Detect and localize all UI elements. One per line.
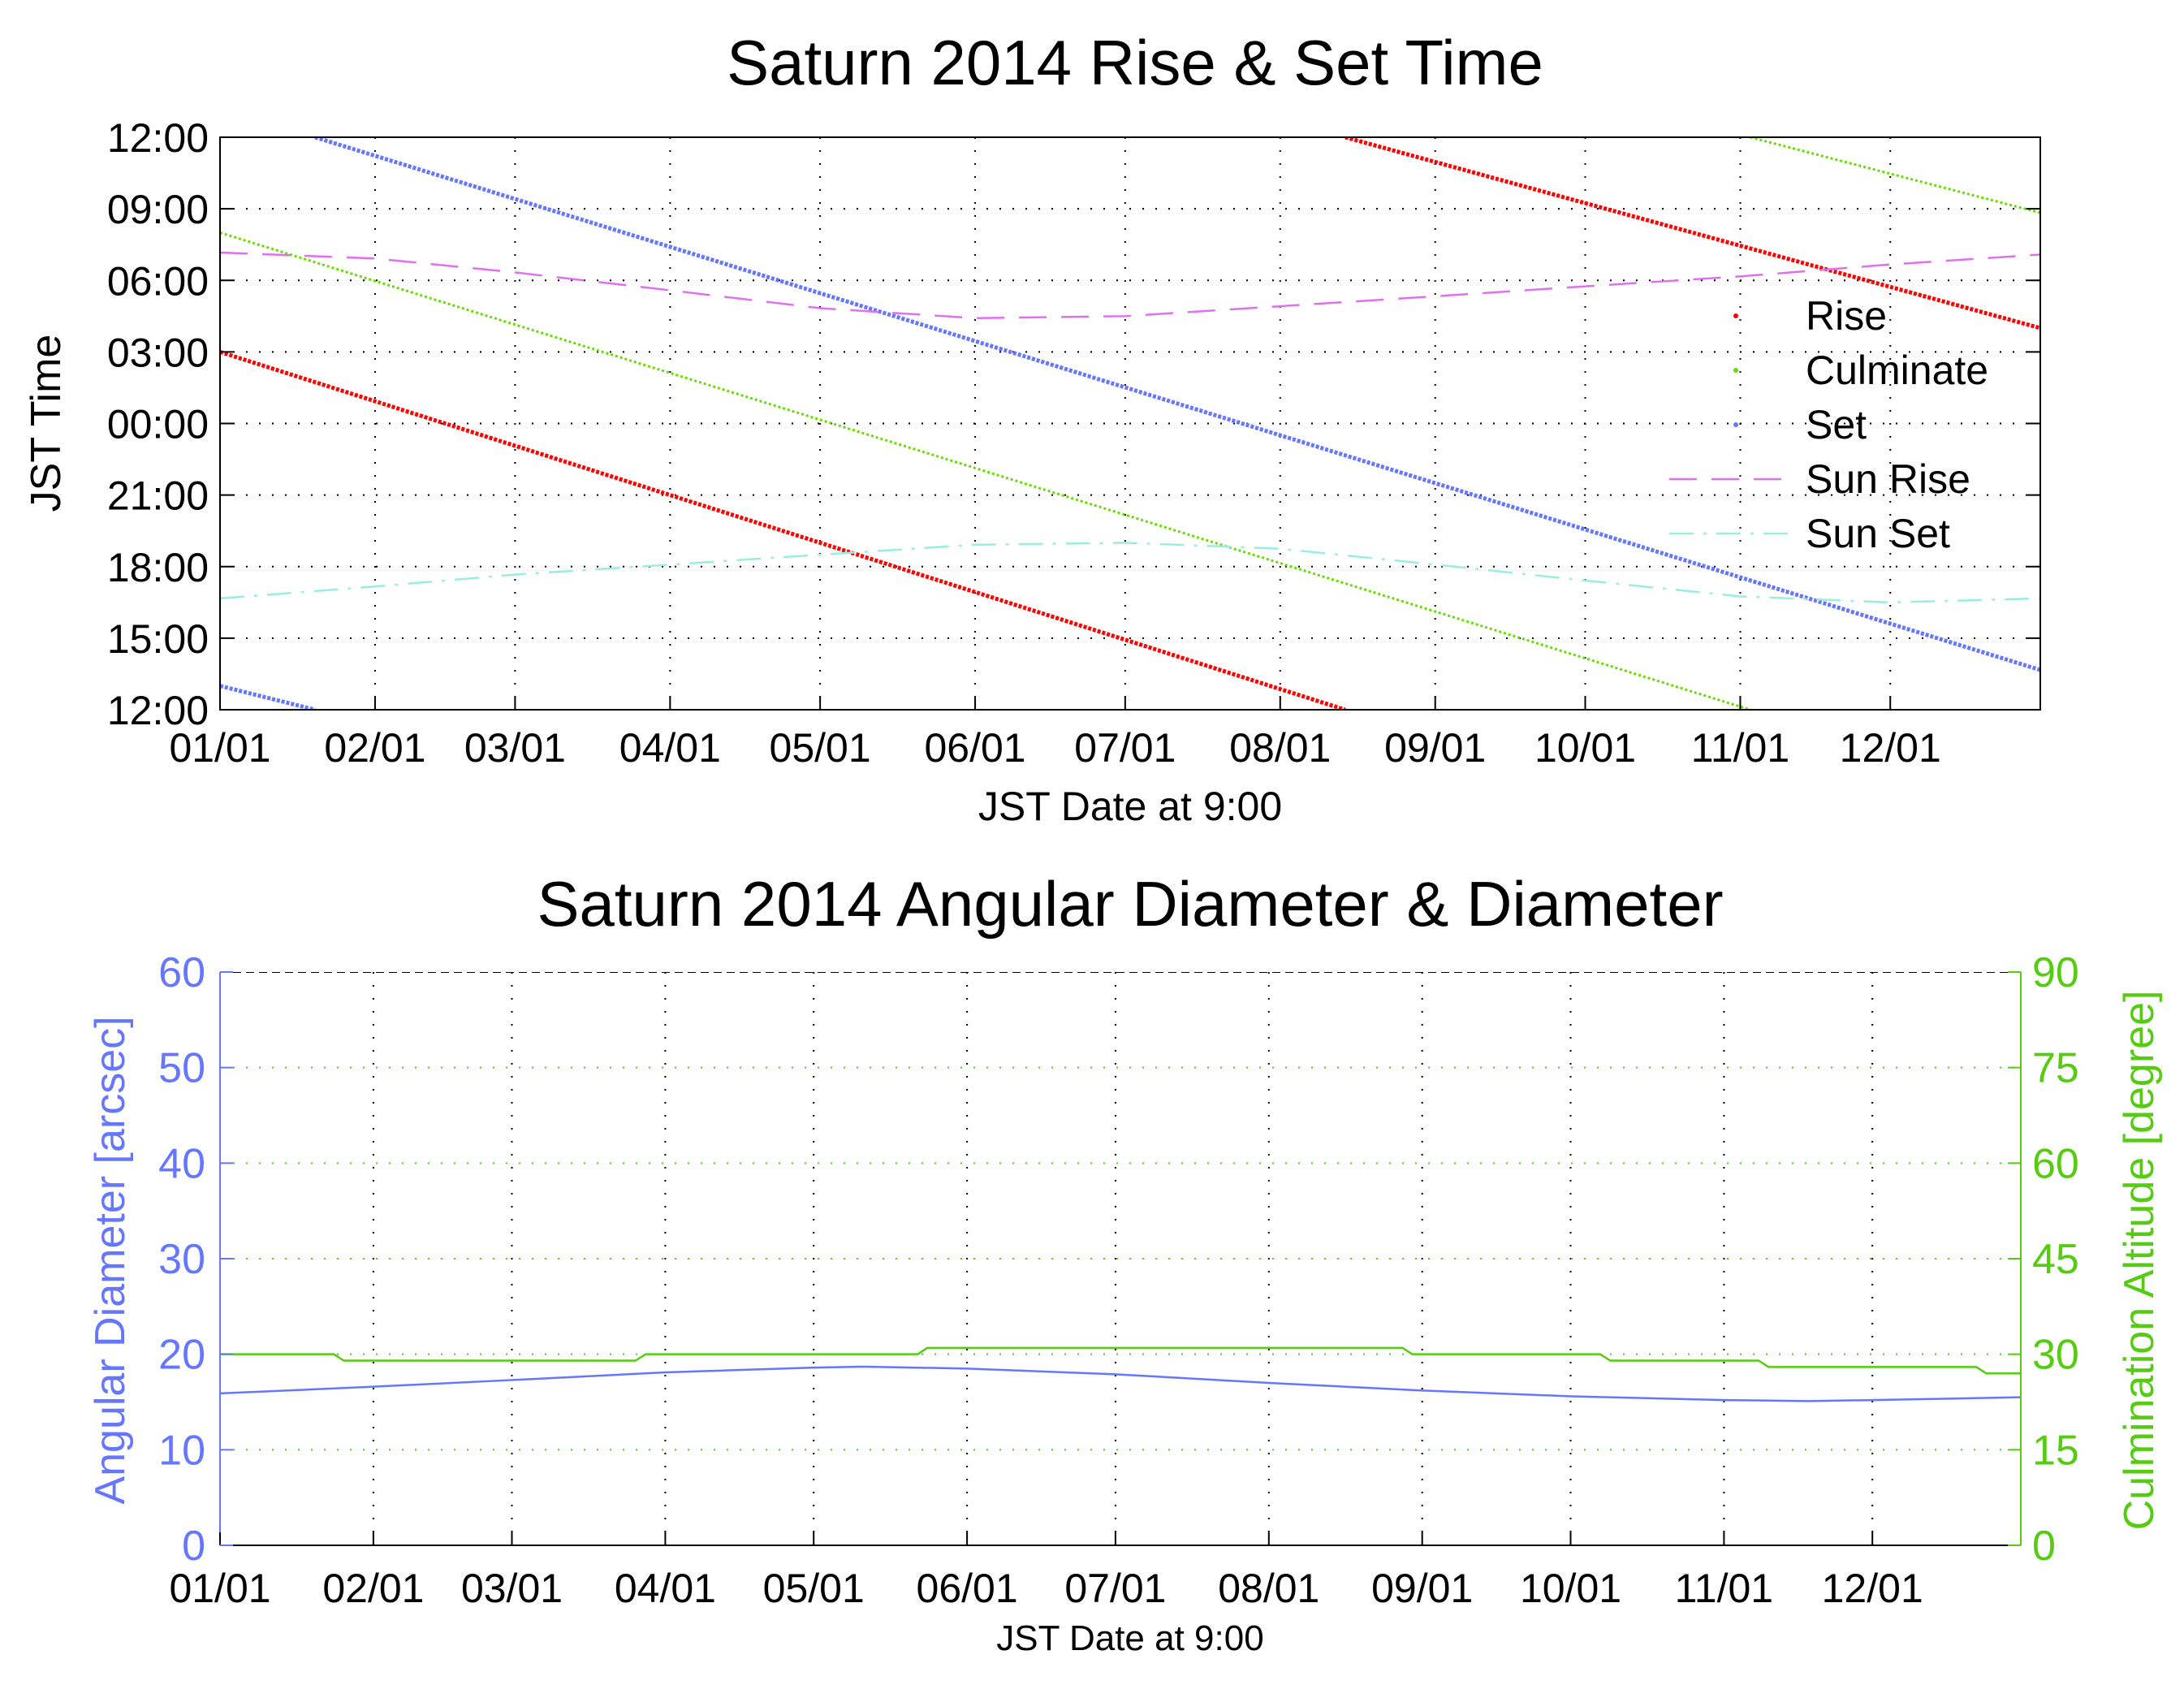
- series-line: [220, 251, 2040, 320]
- y-tick-label: 00:00: [107, 402, 209, 447]
- y-tick-label: 03:00: [107, 330, 209, 375]
- y-tick-label: 50: [158, 1045, 205, 1092]
- series-culmination-altitude: [220, 1346, 2021, 1375]
- y-tick-label: 06:00: [107, 258, 209, 304]
- x-tick-label: 11/01: [1691, 725, 1789, 771]
- y-tick-label: 21:00: [107, 473, 209, 519]
- legend: Rise Culminate Set Sun Rise Sun Set: [1669, 293, 1988, 556]
- x-tick-label: 12/01: [1840, 725, 1941, 771]
- series-set: [220, 137, 2040, 710]
- y-axis-label: JST Time: [23, 335, 70, 512]
- x-tick-label: 04/01: [619, 725, 721, 771]
- x-axis-label: JST Date at 9:00: [978, 784, 1282, 829]
- y-tick-label: 10: [158, 1427, 205, 1474]
- x-axis-ticks: 01/01 02/01 03/01 04/01 05/01 06/01 07/01 08/01…: [169, 697, 1941, 771]
- chart-angular-diameter: Saturn 2014 Angular Diameter & Diameter …: [87, 868, 2163, 1658]
- series-sun-rise: [220, 251, 2040, 320]
- y2-axis-label: Culmination Altitude [degree]: [2116, 991, 2163, 1531]
- chart-title: Saturn 2014 Rise & Set Time: [727, 27, 1543, 98]
- x-tick-label: 08/01: [1229, 725, 1331, 771]
- y2-tick-label: 30: [2032, 1332, 2079, 1379]
- x-tick-label: 06/01: [924, 725, 1025, 771]
- x-tick-label: 08/01: [1218, 1566, 1319, 1611]
- y-axis-ticks: 12:00 15:00 18:00 21:00 00:00 03:00 06:00 09:00…: [107, 115, 2040, 733]
- x-tick-label: 02/01: [324, 725, 425, 771]
- legend-marker: [1733, 422, 1738, 427]
- legend-label: Sun Set: [1806, 511, 1950, 556]
- y2-tick-label: 75: [2032, 1045, 2079, 1092]
- y2-axis-ticks: 0 15 30 45 60 75 90: [2008, 949, 2079, 1570]
- y-tick-label: 20: [158, 1332, 205, 1379]
- x-tick-label: 03/01: [461, 1566, 563, 1611]
- y2-tick-label: 15: [2032, 1427, 2079, 1474]
- plot-area: [220, 137, 2040, 710]
- legend-label: Rise: [1806, 293, 1887, 339]
- x-tick-label: 01/01: [169, 725, 270, 771]
- plot-area: [220, 972, 2021, 1402]
- x-tick-label: 07/01: [1074, 725, 1176, 771]
- y-tick-label: 12:00: [107, 688, 209, 733]
- y-tick-label: 0: [182, 1523, 205, 1570]
- series-sun-set: [220, 542, 2040, 604]
- y-tick-label: 60: [158, 949, 205, 996]
- x-tick-label: 06/01: [917, 1566, 1018, 1611]
- x-tick-label: 07/01: [1064, 1566, 1166, 1611]
- x-tick-label: 09/01: [1371, 1566, 1473, 1611]
- series-segment: [314, 137, 2040, 672]
- grid: [220, 137, 2040, 710]
- x-tick-label: 09/01: [1384, 725, 1486, 771]
- series-angular-diameter: [220, 1365, 2021, 1402]
- series-rise: [220, 137, 2040, 710]
- x-tick-label: 10/01: [1534, 725, 1636, 771]
- y2-tick-label: 90: [2032, 949, 2079, 996]
- series-line: [220, 542, 2040, 604]
- x-tick-label: 10/01: [1520, 1566, 1621, 1611]
- x-tick-label: 03/01: [464, 725, 566, 771]
- x-tick-label: 02/01: [322, 1566, 424, 1611]
- chart-title: Saturn 2014 Angular Diameter & Diameter: [537, 868, 1723, 940]
- y-tick-label: 09:00: [107, 187, 209, 232]
- series-segment: [220, 349, 1346, 710]
- y-tick-label: 12:00: [107, 115, 209, 161]
- x-axis-label: JST Date at 9:00: [996, 1618, 1263, 1658]
- legend-label: Set: [1806, 402, 1867, 447]
- y2-tick-label: 60: [2032, 1140, 2079, 1187]
- x-tick-label: 11/01: [1675, 1566, 1773, 1611]
- legend-label: Sun Rise: [1806, 456, 1970, 502]
- y-axis-ticks: 0 10 20 30 40 50 60: [158, 949, 233, 1570]
- legend-marker: [1733, 313, 1738, 318]
- series-segment: [1750, 137, 2040, 214]
- series-culminate: [220, 137, 2040, 710]
- x-tick-label: 12/01: [1822, 1566, 1923, 1611]
- series-segment: [1344, 137, 2040, 331]
- x-axis-ticks: 01/01 02/01 03/01 04/01 05/01 06/01 07/01 08/01…: [169, 1532, 1923, 1611]
- y2-tick-label: 0: [2032, 1523, 2056, 1570]
- x-tick-label: 01/01: [169, 1566, 270, 1611]
- y2-tick-label: 45: [2032, 1236, 2079, 1283]
- x-tick-label: 04/01: [615, 1566, 716, 1611]
- y-tick-label: 40: [158, 1140, 205, 1187]
- chart-rise-set: Saturn 2014 Rise & Set Time 01/01 02/01 03…: [23, 27, 2041, 829]
- series-segment: [220, 231, 1751, 710]
- legend-label: Culminate: [1806, 348, 1988, 393]
- x-tick-label: 05/01: [763, 1566, 865, 1611]
- x-tick-label: 05/01: [770, 725, 871, 771]
- y-tick-label: 30: [158, 1236, 205, 1283]
- series-segment: [220, 684, 316, 710]
- y-tick-label: 18:00: [107, 545, 209, 590]
- y-axis-label: Angular Diameter [arcsec]: [87, 1016, 134, 1504]
- y-tick-label: 15:00: [107, 616, 209, 662]
- legend-marker: [1733, 368, 1738, 373]
- grid: [220, 972, 2021, 1545]
